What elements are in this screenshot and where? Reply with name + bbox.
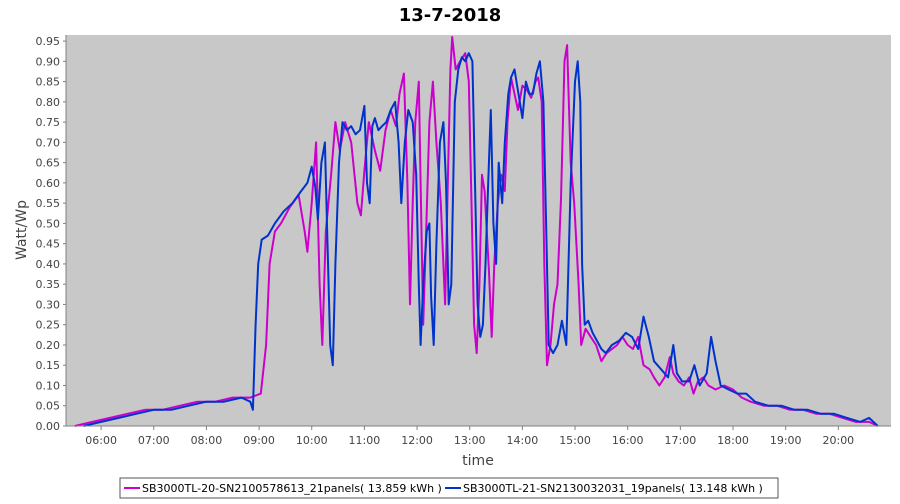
y-tick-label: 0.00 bbox=[36, 420, 61, 433]
y-tick-label: 0.65 bbox=[36, 157, 61, 170]
y-tick-label: 0.40 bbox=[36, 258, 61, 271]
y-tick-label: 0.50 bbox=[36, 217, 61, 230]
x-tick-label: 15:00 bbox=[559, 434, 591, 447]
legend: SB3000TL-20-SN2100578613_21panels( 13.85… bbox=[119, 477, 779, 499]
y-tick-label: 0.80 bbox=[36, 96, 61, 109]
series-layer bbox=[74, 36, 879, 427]
y-tick-label: 0.20 bbox=[36, 339, 61, 352]
x-tick-label: 17:00 bbox=[665, 434, 697, 447]
legend-label-2: SB3000TL-21-SN2130032031_19panels( 13.14… bbox=[463, 482, 763, 495]
x-tick-label: 06:00 bbox=[85, 434, 117, 447]
y-tick-label: 0.30 bbox=[36, 298, 61, 311]
y-tick-label: 0.35 bbox=[36, 278, 61, 291]
x-tick-label: 09:00 bbox=[243, 434, 275, 447]
series-line-2 bbox=[83, 52, 879, 427]
plot-area bbox=[66, 35, 891, 426]
y-tick-label: 0.60 bbox=[36, 177, 61, 190]
y-tick-label: 0.90 bbox=[36, 55, 61, 68]
y-tick-label: 0.45 bbox=[36, 238, 61, 251]
x-tick-label: 19:00 bbox=[770, 434, 802, 447]
y-tick-label: 0.85 bbox=[36, 76, 61, 89]
y-tick-label: 0.75 bbox=[36, 116, 61, 129]
x-tick-label: 16:00 bbox=[612, 434, 644, 447]
x-tick-label: 11:00 bbox=[349, 434, 381, 447]
y-tick-label: 0.05 bbox=[36, 400, 61, 413]
y-tick-label: 0.95 bbox=[36, 35, 61, 48]
x-tick-label: 20:00 bbox=[822, 434, 854, 447]
series-line-1 bbox=[74, 36, 879, 427]
x-axis-label: time bbox=[462, 453, 494, 469]
x-tick-label: 14:00 bbox=[507, 434, 539, 447]
legend-label-1: SB3000TL-20-SN2100578613_21panels( 13.85… bbox=[142, 482, 442, 495]
x-axis: 06:00 07:00 08:00 09:00 10:00 11:00 12:00 13:00… bbox=[85, 426, 854, 447]
y-tick-label: 0.10 bbox=[36, 379, 61, 392]
y-axis: 0.00 0.05 0.10 0.15 0.20 0.25 0.30 0.35 0.40 0.45… bbox=[36, 35, 66, 433]
y-tick-label: 0.25 bbox=[36, 319, 61, 332]
x-tick-label: 13:00 bbox=[454, 434, 486, 447]
y-tick-label: 0.55 bbox=[36, 197, 61, 210]
x-tick-label: 12:00 bbox=[401, 434, 433, 447]
x-tick-label: 08:00 bbox=[191, 434, 223, 447]
y-tick-label: 0.70 bbox=[36, 136, 61, 149]
chart-title: 13-7-2018 bbox=[399, 5, 502, 26]
x-tick-label: 18:00 bbox=[717, 434, 749, 447]
x-tick-label: 07:00 bbox=[138, 434, 170, 447]
x-tick-label: 10:00 bbox=[296, 434, 328, 447]
y-tick-label: 0.15 bbox=[36, 359, 61, 372]
y-axis-label: Watt/Wp bbox=[14, 200, 30, 260]
